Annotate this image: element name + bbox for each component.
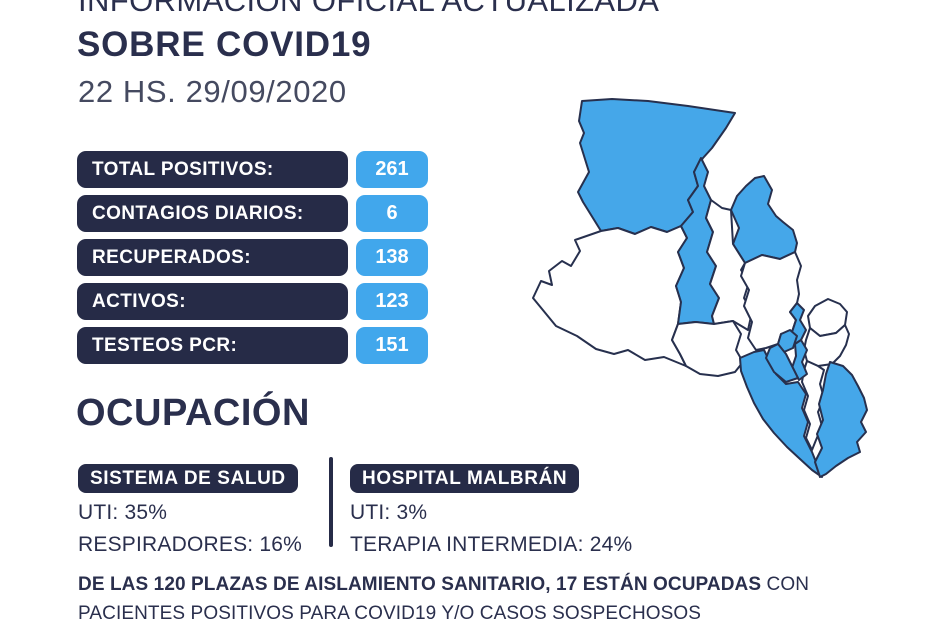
ocupacion-column-hospital: HOSPITAL MALBRÁN UTI: 3% TERAPIA INTERME… xyxy=(350,464,632,557)
footnote-line2: PACIENTES POSITIVOS PARA COVID19 Y/O CAS… xyxy=(78,603,702,620)
map-region-south-center xyxy=(671,320,744,377)
header-title: SOBRE COVID19 xyxy=(77,25,372,64)
map-region-southeast xyxy=(814,361,868,478)
map-region-east-wedge xyxy=(705,199,753,331)
stat-value: 138 xyxy=(356,239,428,276)
footnote-line1-bold: DE LAS 120 PLAZAS DE AISLAMIENTO SANITAR… xyxy=(78,574,762,595)
ocupacion-metric: UTI: 35% xyxy=(78,501,168,524)
stat-value: 151 xyxy=(356,327,428,364)
stat-value: 261 xyxy=(356,151,428,188)
ocupacion-metric: RESPIRADORES: 16% xyxy=(78,533,302,556)
table-row: TOTAL POSITIVOS: 261 xyxy=(77,151,428,188)
stat-label: TOTAL POSITIVOS: xyxy=(77,151,348,188)
stat-value: 6 xyxy=(356,195,428,232)
column-divider xyxy=(329,457,333,547)
table-row: RECUPERADOS: 138 xyxy=(77,239,428,276)
table-row: TESTEOS PCR: 151 xyxy=(77,327,428,364)
column-header-badge: SISTEMA DE SALUD xyxy=(78,464,298,493)
ocupacion-column-sistema: SISTEMA DE SALUD UTI: 35% RESPIRADORES: … xyxy=(78,464,302,557)
ocupacion-metric: UTI: 3% xyxy=(350,501,428,524)
column-header-badge: HOSPITAL MALBRÁN xyxy=(350,464,580,493)
ocupacion-metric: TERAPIA INTERMEDIA: 24% xyxy=(350,533,633,556)
table-row: ACTIVOS: 123 xyxy=(77,283,428,320)
stat-label: RECUPERADOS: xyxy=(77,239,348,276)
stat-label: ACTIVOS: xyxy=(77,283,348,320)
footnote-line1: DE LAS 120 PLAZAS DE AISLAMIENTO SANITAR… xyxy=(78,570,809,599)
stat-label: TESTEOS PCR: xyxy=(77,327,348,364)
header-datetime: 22 HS. 29/09/2020 xyxy=(78,74,347,109)
footnote: DE LAS 120 PLAZAS DE AISLAMIENTO SANITAR… xyxy=(78,570,809,620)
map-region-west xyxy=(532,225,688,367)
stat-label: CONTAGIOS DIARIOS: xyxy=(77,195,348,232)
section-title-ocupacion: OCUPACIÓN xyxy=(76,392,310,434)
stats-table: TOTAL POSITIVOS: 261 CONTAGIOS DIARIOS: … xyxy=(77,151,428,371)
map-region-northeast xyxy=(730,175,798,264)
map-region-valley xyxy=(791,339,808,381)
footnote-line1-regular: CON xyxy=(761,574,810,595)
map-region-capital xyxy=(765,343,799,383)
map-region-se-wedge xyxy=(801,360,825,451)
table-row: CONTAGIOS DIARIOS: 6 xyxy=(77,195,428,232)
header-line1: INFORMACIÓN OFICIAL ACTUALIZADA xyxy=(78,0,660,18)
stat-value: 123 xyxy=(356,283,428,320)
